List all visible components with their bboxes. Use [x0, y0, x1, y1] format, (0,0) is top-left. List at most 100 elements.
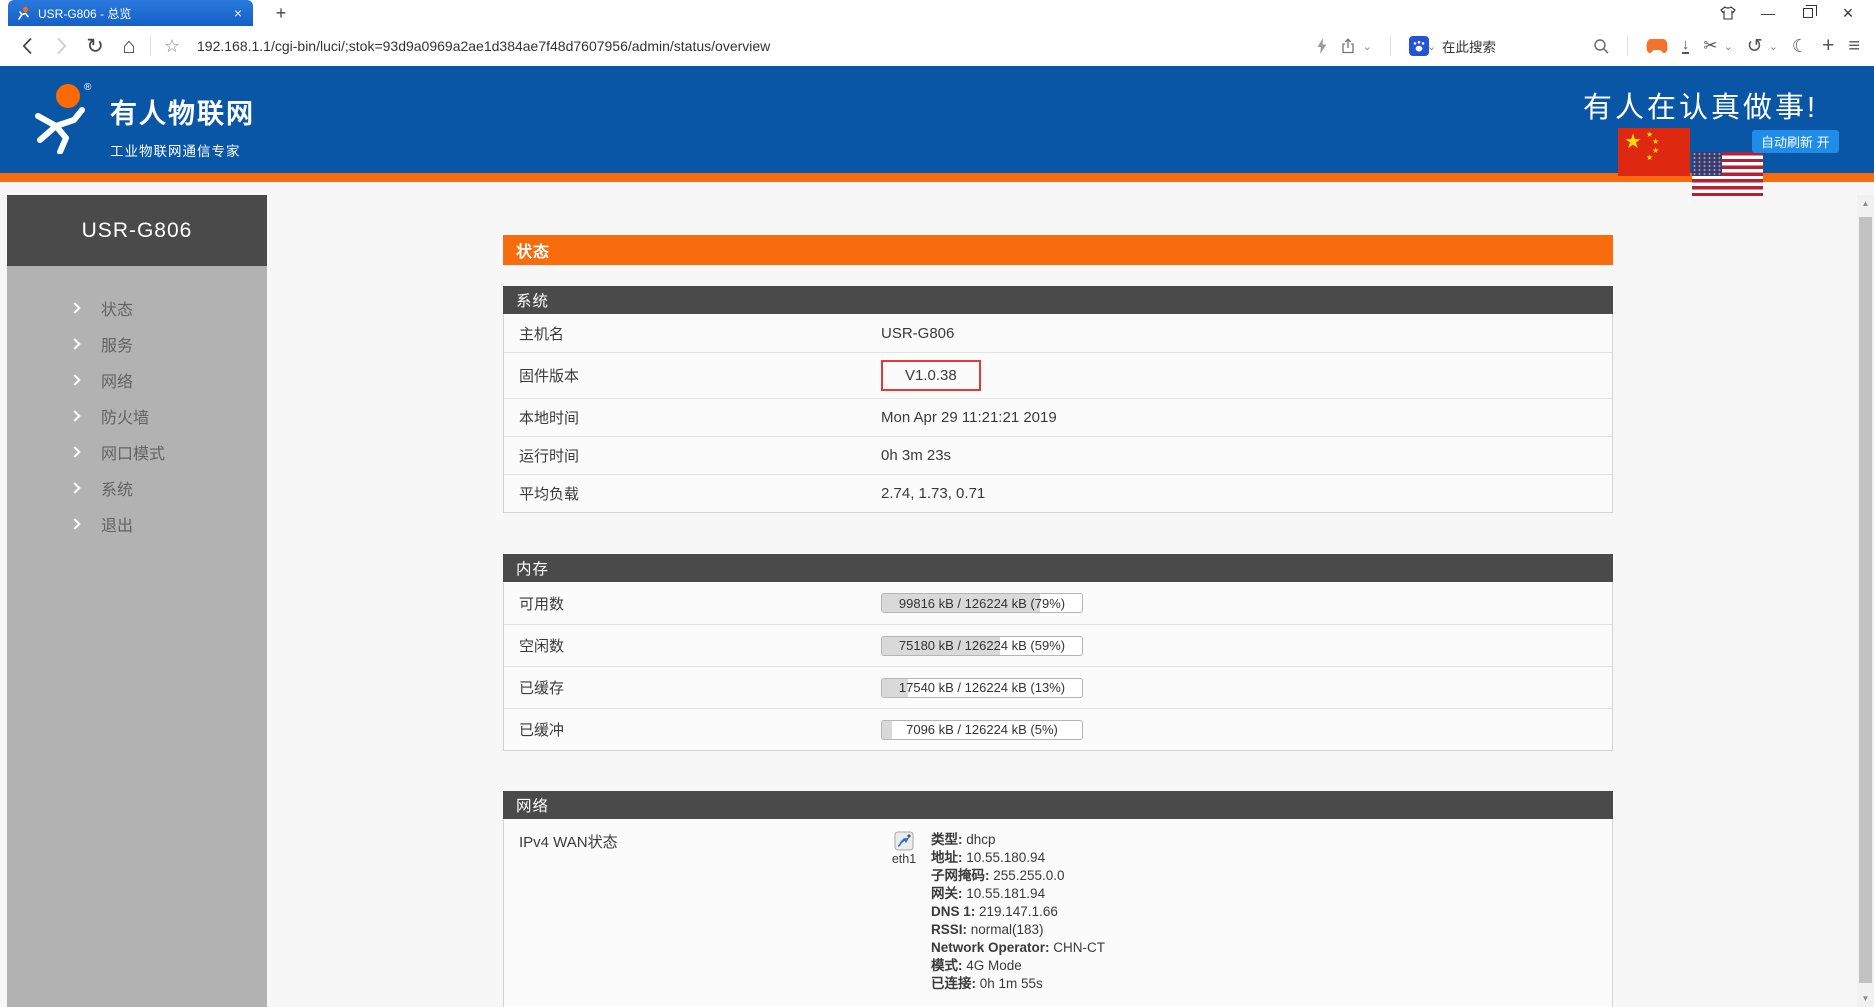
- flag-star: ★: [1652, 137, 1660, 146]
- sidebar-item-status[interactable]: 状态: [7, 290, 267, 326]
- sidebar-item-label: 退出: [101, 518, 134, 535]
- auto-refresh-toggle[interactable]: 自动刷新 开: [1752, 130, 1839, 153]
- sidebar-item-network[interactable]: 网络: [7, 362, 267, 398]
- page-title: 状态: [503, 235, 1613, 265]
- sidebar-item-system[interactable]: 系统: [7, 470, 267, 506]
- search-engine-paw-icon[interactable]: [1408, 36, 1429, 56]
- restore-icon[interactable]: [1788, 0, 1828, 26]
- sidebar-item-firewall[interactable]: 防火墙: [7, 398, 267, 434]
- wan-detail-line: DNS 1: 219.147.1.66: [931, 904, 1058, 919]
- screenshot-scissors-icon[interactable]: ✂: [1703, 36, 1718, 55]
- row-value: 2.74, 1.73, 0.71: [881, 485, 986, 502]
- ethernet-interface-icon: [894, 831, 914, 851]
- wan-detail-line: Network Operator: CHN-CT: [931, 940, 1106, 955]
- tab-close-icon[interactable]: ×: [233, 5, 242, 21]
- address-bar-actions: ⌄ ⌄ 在此搜索 ↓ ✂ ⌄ ↺ ⌄ ☾ + ≡: [1317, 34, 1874, 58]
- divider: [1389, 36, 1391, 56]
- progress-text: 75180 kB / 126224 kB (59%): [898, 638, 1066, 653]
- minimize-icon[interactable]: —: [1761, 5, 1775, 21]
- table-row: 平均负载 2.74, 1.73, 0.71: [504, 474, 1612, 512]
- refresh-icon[interactable]: ↻: [86, 34, 104, 58]
- sidebar-item-logout[interactable]: 退出: [7, 506, 267, 542]
- sidebar-item-port-mode[interactable]: 网口模式: [7, 434, 267, 470]
- scrollbar-thumb[interactable]: [1859, 217, 1872, 983]
- sidebar-item-services[interactable]: 服务: [7, 326, 267, 362]
- system-table: 主机名 USR-G806 固件版本 V1.0.38 本地时间 Mon Apr 2…: [503, 314, 1613, 513]
- games-icon[interactable]: [1646, 38, 1668, 54]
- sidebar-item-label: 系统: [101, 482, 134, 499]
- memory-progress-bar: 7096 kB / 126224 kB (5%): [881, 719, 1083, 740]
- undo-caret-icon[interactable]: ⌄: [1768, 40, 1778, 53]
- memory-progress-bar: 75180 kB / 126224 kB (59%): [881, 635, 1083, 656]
- home-icon[interactable]: ⌂: [122, 33, 136, 58]
- flag-star: ★: [1624, 131, 1642, 153]
- divider: [1626, 36, 1628, 56]
- browser-skin-icon[interactable]: [1708, 0, 1748, 26]
- svg-text:®: ®: [84, 82, 92, 93]
- wan-detail-line: 已连接: 0h 1m 55s: [931, 976, 1043, 991]
- orange-accent-strip: [0, 173, 1874, 182]
- hamburger-menu-icon[interactable]: ≡: [1848, 34, 1860, 57]
- progress-text: 7096 kB / 126224 kB (5%): [906, 722, 1058, 737]
- chevron-right-icon: [69, 338, 81, 350]
- chevron-right-icon: [69, 446, 81, 458]
- language-flag-usa[interactable]: [1692, 152, 1763, 196]
- main-content: 状态 系统 主机名 USR-G806 固件版本 V1.0.38 本地时间 Mon…: [503, 182, 1613, 1007]
- row-label: 本地时间: [519, 410, 580, 427]
- forward-icon[interactable]: [44, 31, 78, 61]
- table-row: 已缓存 17540 kB / 126224 kB (13%): [504, 666, 1612, 708]
- close-icon[interactable]: ×: [1842, 2, 1854, 23]
- progress-text: 99816 kB / 126224 kB (79%): [898, 595, 1066, 611]
- search-input[interactable]: 在此搜索: [1442, 40, 1497, 55]
- network-section-header: 网络: [503, 791, 1613, 819]
- browser-tab[interactable]: USR-G806 - 总览 ×: [8, 0, 253, 26]
- scroll-up-icon[interactable]: ▲: [1861, 199, 1870, 208]
- divider: [150, 36, 151, 56]
- network-table: IPv4 WAN状态 eth1 类型: dhcp 地址: [503, 819, 1613, 1007]
- wan-detail-line: 网关: 10.55.181.94: [931, 886, 1046, 901]
- new-tab-button[interactable]: +: [275, 3, 287, 23]
- chevron-right-icon: [69, 482, 81, 494]
- memory-table: 可用数 99816 kB / 126224 kB (79%) 空闲数 75180…: [503, 582, 1613, 751]
- vertical-scrollbar[interactable]: ▲ ▼: [1857, 195, 1874, 1007]
- download-icon[interactable]: ↓: [1681, 35, 1690, 54]
- night-mode-moon-icon[interactable]: ☾: [1791, 35, 1809, 56]
- row-label: 已缓存: [519, 680, 565, 697]
- row-value: Mon Apr 29 11:21:21 2019: [881, 409, 1057, 426]
- sidebar-device-title: USR-G806: [7, 195, 267, 266]
- row-label: 主机名: [519, 325, 565, 343]
- table-row: 主机名 USR-G806: [504, 314, 1612, 352]
- table-row: 运行时间 0h 3m 23s: [504, 436, 1612, 474]
- usr-running-man-icon: ®: [35, 82, 92, 154]
- memory-section: 内存 可用数 99816 kB / 126224 kB (79%) 空闲数 75…: [503, 554, 1613, 751]
- scroll-down-icon[interactable]: ▼: [1861, 994, 1870, 1003]
- search-box[interactable]: ⌄ 在此搜索: [1408, 36, 1609, 56]
- browser-tab-bar: USR-G806 - 总览 × + — ×: [0, 0, 1874, 26]
- flag-star: ★: [1652, 146, 1660, 155]
- browser-address-bar: ↻ ⌂ ☆ 192.168.1.1/cgi-bin/luci/;stok=93d…: [0, 26, 1874, 66]
- language-flag-china[interactable]: ★ ★ ★ ★ ★: [1618, 128, 1690, 176]
- usr-logo: ® 有人物联网 工业物联网通信专家: [26, 80, 255, 160]
- table-row: 已缓冲 7096 kB / 126224 kB (5%): [504, 708, 1612, 750]
- search-engine-caret-icon[interactable]: ⌄: [1426, 40, 1437, 53]
- add-icon[interactable]: +: [1822, 34, 1835, 57]
- firmware-version-highlight: V1.0.38: [881, 360, 981, 391]
- sidebar-item-label: 防火墙: [101, 410, 150, 427]
- chevron-down-icon[interactable]: ⌄: [1362, 40, 1372, 53]
- table-row: 可用数 99816 kB / 126224 kB (79%): [504, 582, 1612, 624]
- history-undo-icon[interactable]: ↺: [1746, 35, 1763, 57]
- favorite-star-icon[interactable]: ☆: [163, 35, 181, 56]
- share-icon[interactable]: [1341, 38, 1357, 54]
- chevron-right-icon: [69, 518, 81, 530]
- wan-detail-line: 类型: dhcp: [931, 832, 996, 847]
- flash-icon[interactable]: [1317, 38, 1327, 54]
- scissors-caret-icon[interactable]: ⌄: [1723, 40, 1733, 53]
- url-text[interactable]: 192.168.1.1/cgi-bin/luci/;stok=93d9a0969…: [197, 38, 771, 54]
- flag-star: ★: [1646, 130, 1654, 139]
- wan-details: 类型: dhcp 地址: 10.55.180.94 子网掩码: 255.255.…: [931, 831, 1105, 993]
- memory-progress-bar: 99816 kB / 126224 kB (79%): [881, 593, 1083, 613]
- sidebar-item-label: 服务: [101, 338, 134, 355]
- search-icon[interactable]: [1593, 38, 1609, 54]
- back-icon[interactable]: [10, 31, 44, 61]
- sidebar-item-label: 网口模式: [101, 446, 166, 463]
